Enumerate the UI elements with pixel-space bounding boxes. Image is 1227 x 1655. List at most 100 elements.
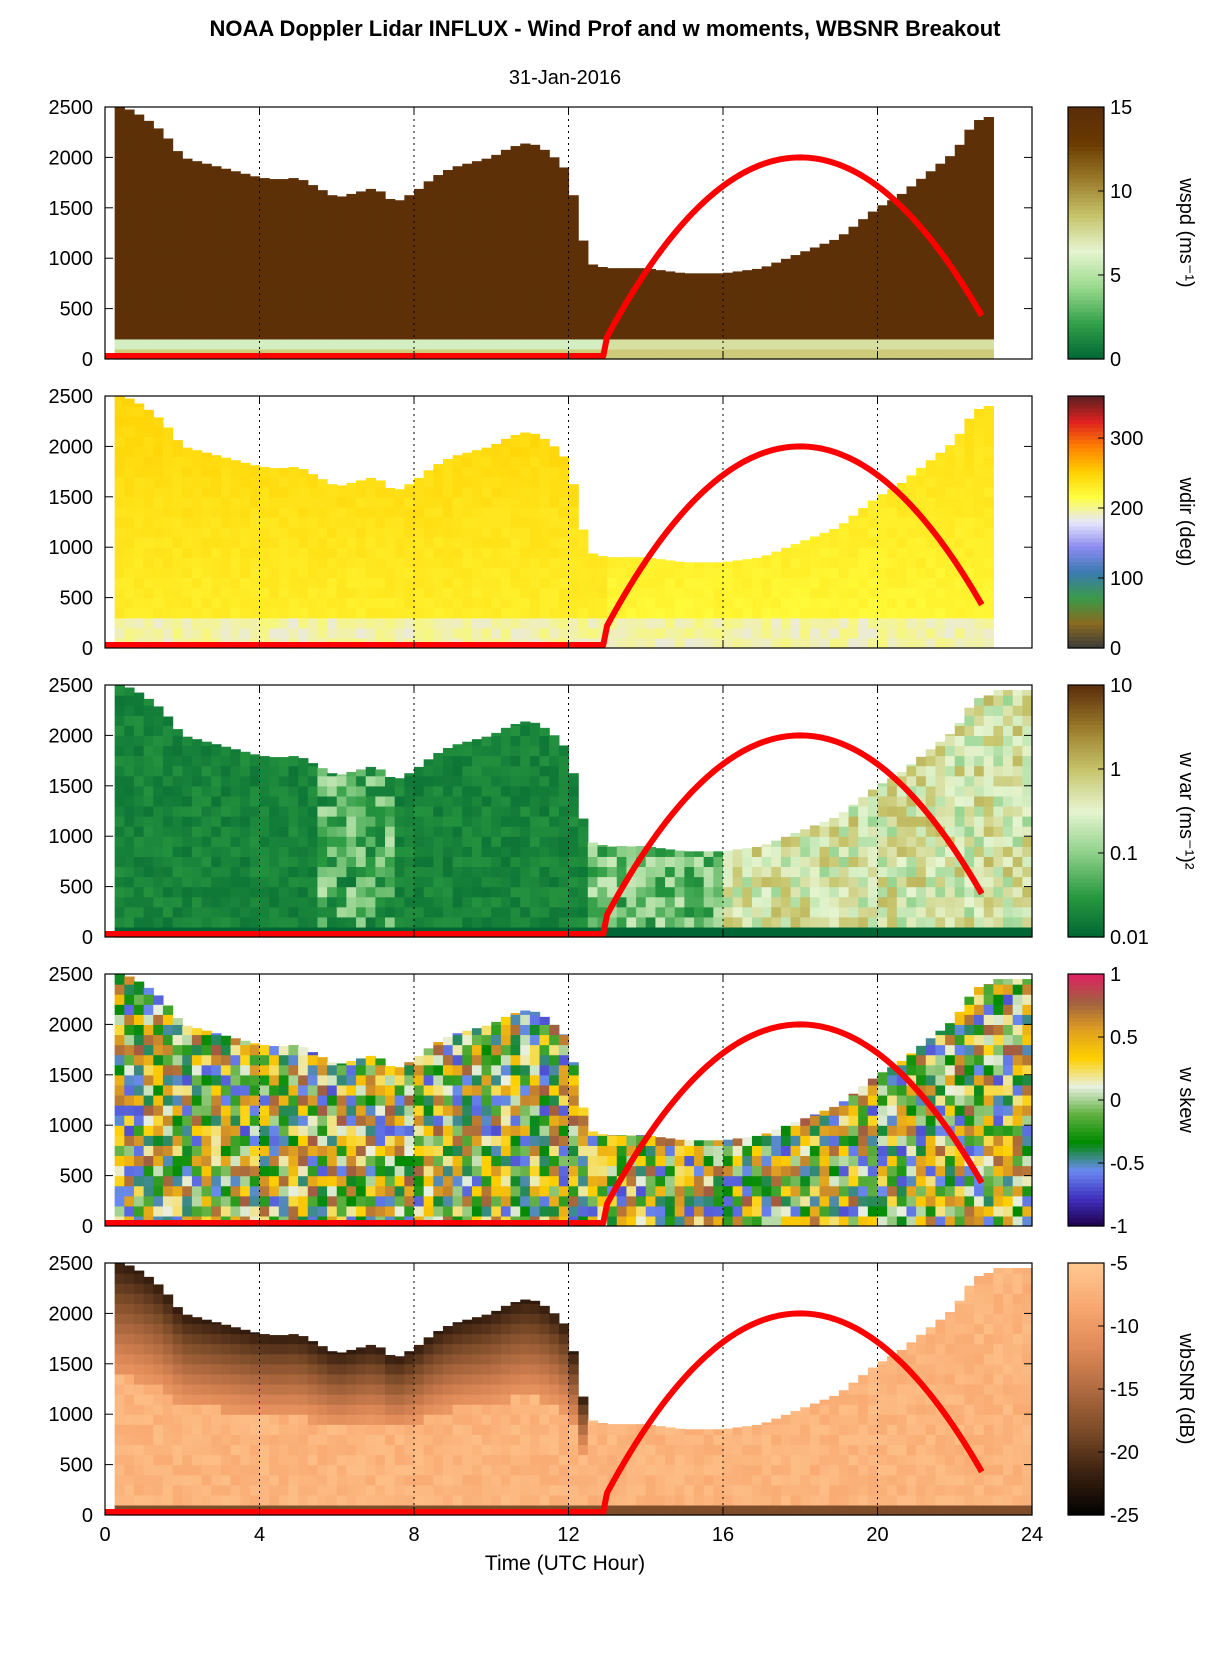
heatmap-cell xyxy=(964,268,975,279)
heatmap-cell xyxy=(133,745,145,757)
heatmap-cell xyxy=(278,537,290,548)
heatmap-cell xyxy=(916,227,927,239)
heatmap-cell xyxy=(954,775,966,787)
heatmap-cell xyxy=(423,328,434,340)
heatmap-cell xyxy=(375,328,386,340)
heatmap-cell xyxy=(510,775,521,787)
heatmap-cell xyxy=(616,328,628,340)
heatmap-cell xyxy=(230,258,241,269)
colorbar-segment xyxy=(1068,506,1104,511)
heatmap-cell xyxy=(742,577,753,589)
heatmap-cell xyxy=(549,785,560,797)
heatmap-cell xyxy=(539,157,550,169)
heatmap-cell xyxy=(549,187,560,199)
heatmap-cell xyxy=(317,577,328,589)
heatmap-cell xyxy=(143,278,154,290)
heatmap-cell xyxy=(771,607,782,619)
heatmap-cell xyxy=(665,617,676,629)
heatmap-cell xyxy=(819,836,830,847)
heatmap-cell xyxy=(906,186,917,189)
heatmap-cell xyxy=(742,607,753,619)
heatmap-cell xyxy=(133,167,145,179)
heatmap-cell xyxy=(433,537,444,548)
heatmap-cell xyxy=(1022,816,1033,827)
heatmap-cell xyxy=(935,288,946,300)
heatmap-cell xyxy=(684,916,695,928)
heatmap-cell xyxy=(442,765,454,777)
heatmap-cell xyxy=(375,607,386,619)
heatmap-cell xyxy=(230,567,241,579)
heatmap-cell xyxy=(771,308,782,320)
heatmap-cell xyxy=(191,816,203,827)
heatmap-cell xyxy=(974,896,985,908)
heatmap-cell xyxy=(809,268,821,279)
heatmap-cell xyxy=(636,637,647,649)
heatmap-cell xyxy=(616,637,628,649)
heatmap-cell xyxy=(327,537,338,548)
heatmap-cell xyxy=(423,886,434,898)
heatmap-cell xyxy=(133,537,145,548)
colorbar-segment xyxy=(1068,193,1104,199)
colorbar-segment xyxy=(1068,150,1104,155)
heatmap-cell xyxy=(481,456,492,468)
heatmap-cell xyxy=(838,816,850,827)
heatmap-cell xyxy=(684,587,695,599)
heatmap-cell xyxy=(423,805,434,817)
heatmap-cell xyxy=(858,258,869,269)
heatmap-cell xyxy=(259,876,270,888)
heatmap-cell xyxy=(510,177,521,189)
heatmap-cell xyxy=(269,187,280,199)
heatmap-cell xyxy=(288,248,299,259)
heatmap-cell xyxy=(346,482,357,488)
heatmap-cell xyxy=(723,561,734,568)
heatmap-cell xyxy=(133,735,145,747)
heatmap-cell xyxy=(220,765,232,777)
colorbar-segment xyxy=(1068,893,1104,899)
heatmap-cell xyxy=(549,486,560,498)
heatmap-cell xyxy=(858,826,869,837)
heatmap-cell xyxy=(433,318,444,330)
heatmap-cell xyxy=(162,597,174,609)
heatmap-cell xyxy=(529,846,541,857)
heatmap-cell xyxy=(317,607,328,619)
heatmap-cell xyxy=(819,557,830,568)
heatmap-cell xyxy=(124,607,135,619)
heatmap-cell xyxy=(288,567,299,579)
heatmap-cell xyxy=(858,557,869,568)
heatmap-cell xyxy=(935,856,946,868)
heatmap-cell xyxy=(858,278,869,290)
heatmap-cell xyxy=(887,200,898,209)
heatmap-cell xyxy=(249,176,261,179)
heatmap-cell xyxy=(771,597,782,609)
heatmap-cell xyxy=(471,916,483,928)
heatmap-cell xyxy=(829,926,840,938)
heatmap-cell xyxy=(133,516,145,528)
heatmap-cell xyxy=(201,278,212,290)
heatmap-cell xyxy=(964,547,975,558)
heatmap-cell xyxy=(520,725,531,736)
heatmap-cell xyxy=(578,896,589,908)
heatmap-cell xyxy=(471,308,483,320)
heatmap-cell xyxy=(887,916,898,928)
heatmap-cell xyxy=(394,248,405,259)
colorbar-segment xyxy=(1068,771,1104,777)
heatmap-cell xyxy=(500,846,512,857)
heatmap-cell xyxy=(896,856,908,868)
heatmap-cell xyxy=(983,416,994,427)
heatmap-cell xyxy=(539,288,550,300)
heatmap-cell xyxy=(906,318,917,330)
heatmap-cell xyxy=(771,846,782,857)
heatmap-cell xyxy=(616,268,628,269)
heatmap-cell xyxy=(520,456,531,468)
heatmap-cell xyxy=(230,537,241,548)
heatmap-cell xyxy=(829,587,840,599)
heatmap-cell xyxy=(114,527,125,538)
heatmap-cell xyxy=(510,476,521,488)
heatmap-cell xyxy=(916,197,927,209)
heatmap-cell xyxy=(558,607,570,619)
heatmap-cell xyxy=(520,866,531,878)
heatmap-cell xyxy=(442,217,454,229)
heatmap-cell xyxy=(404,886,415,898)
heatmap-cell xyxy=(414,298,425,310)
heatmap-cell xyxy=(809,607,821,619)
